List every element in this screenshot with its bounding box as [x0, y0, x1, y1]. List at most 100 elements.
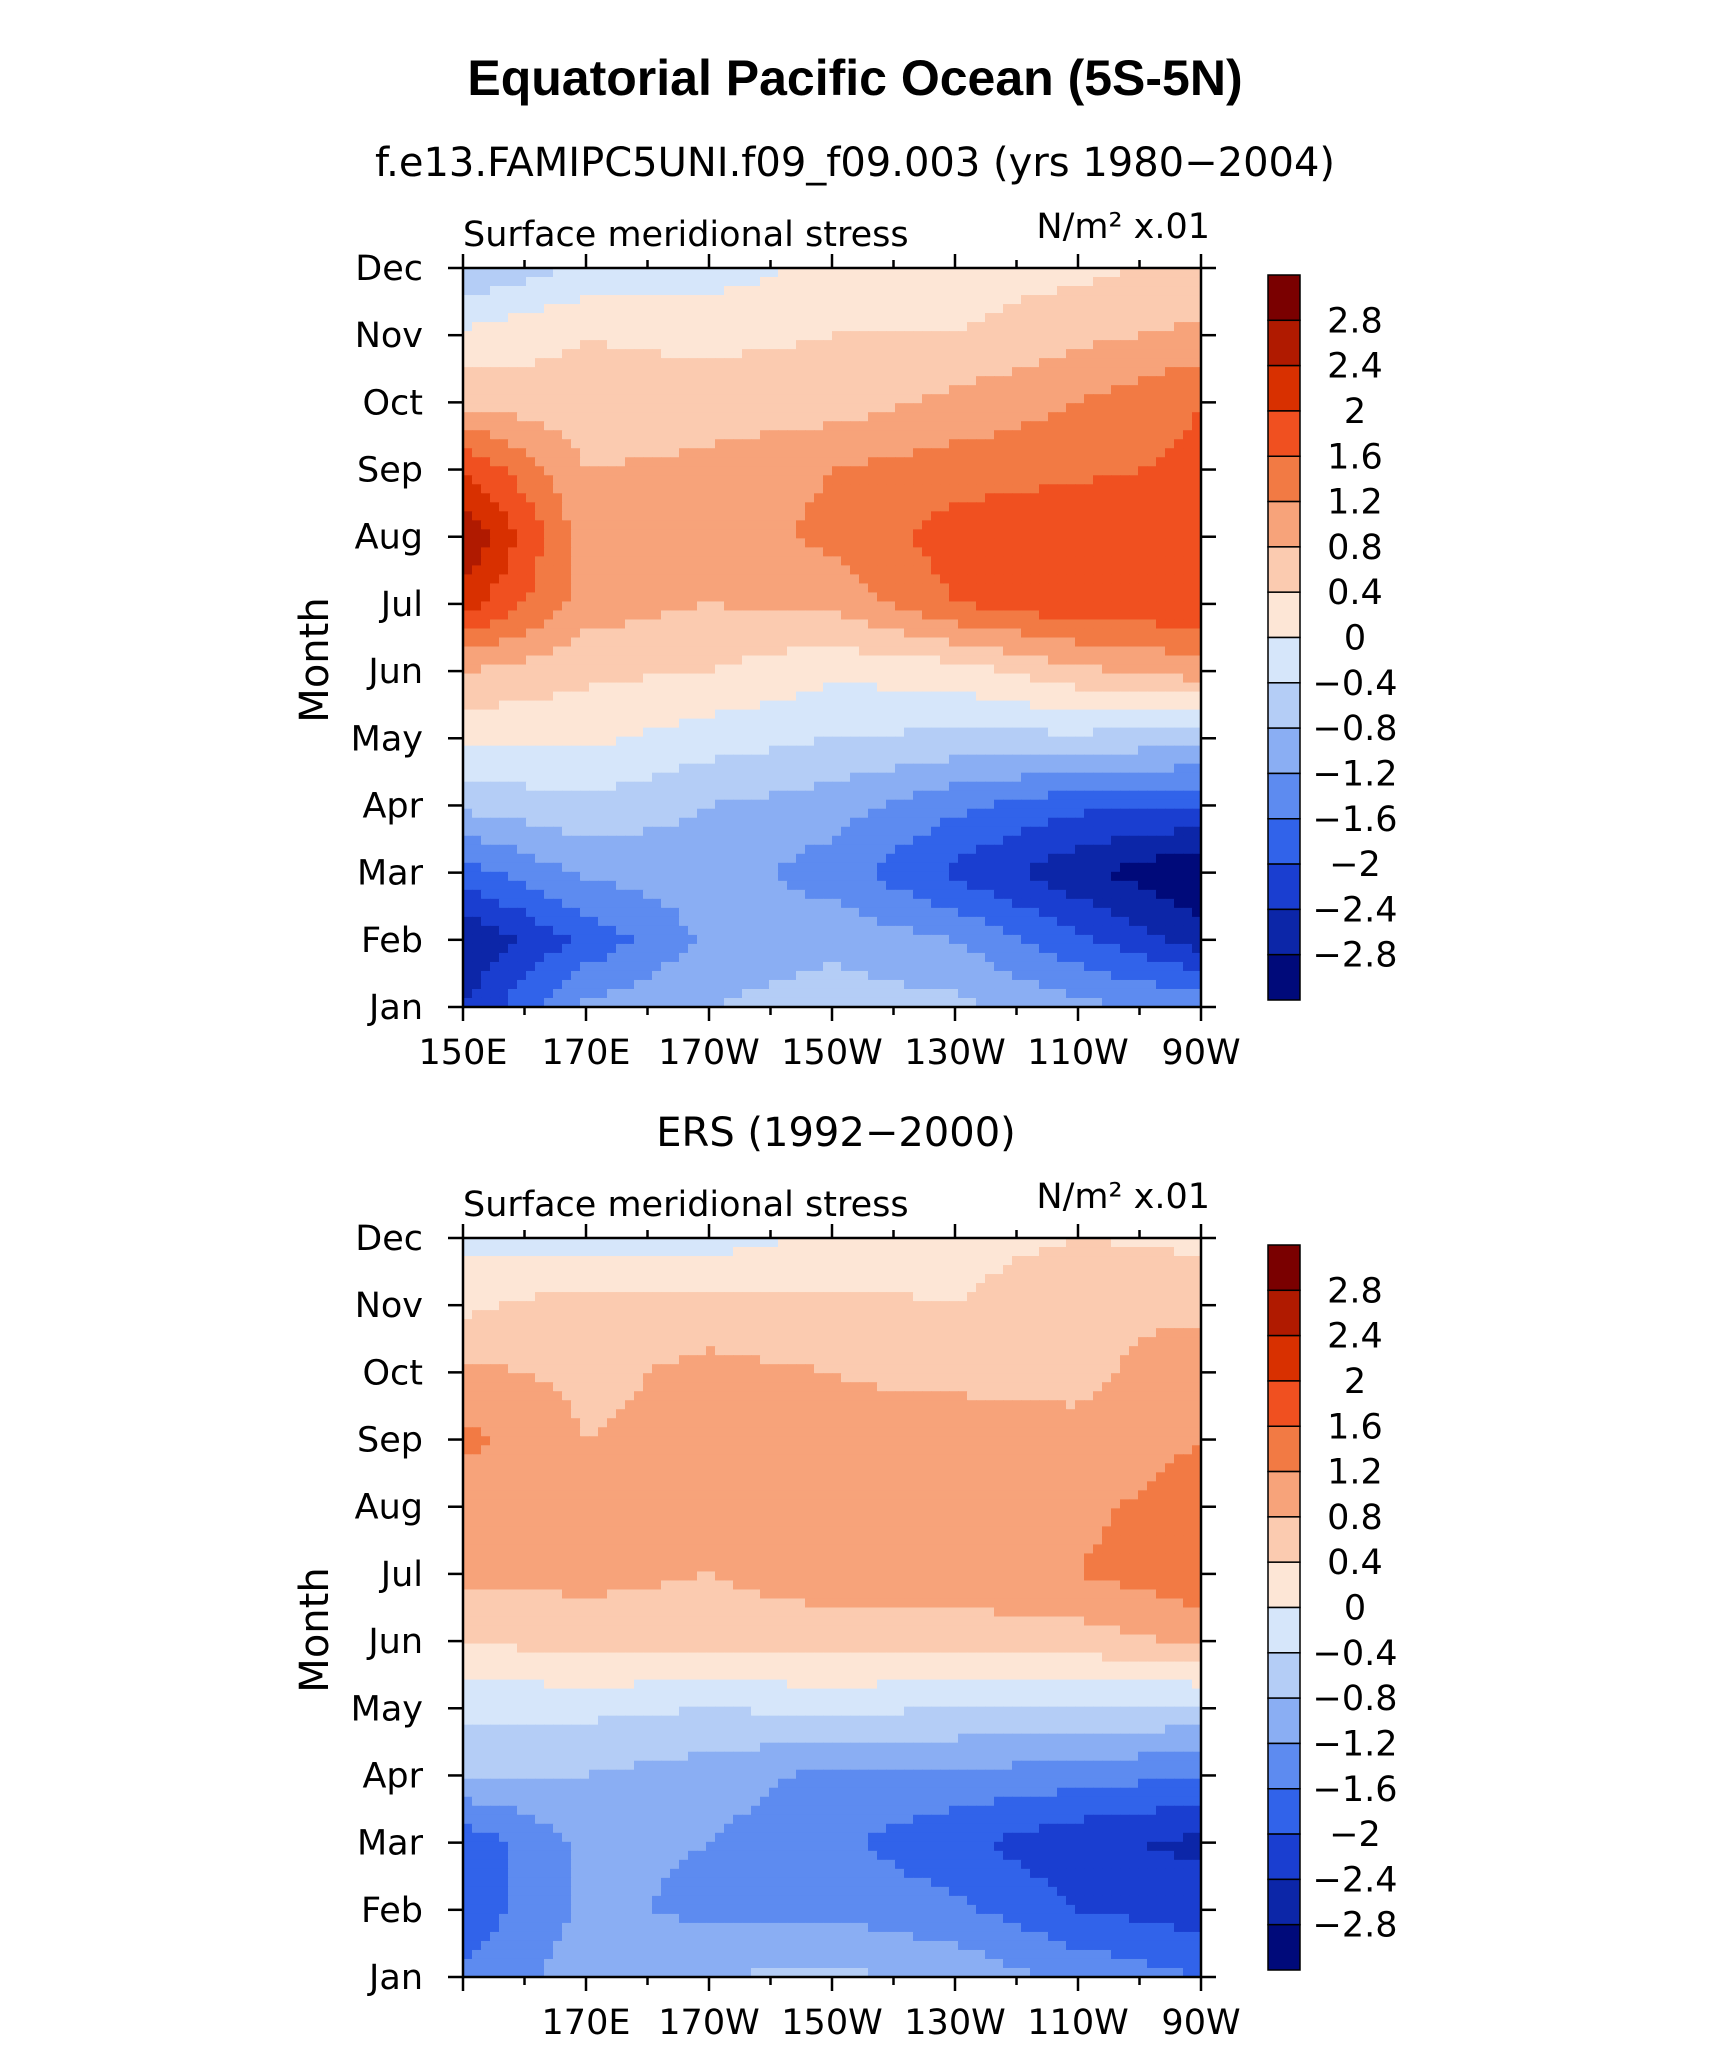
heatmap-cell: [1147, 583, 1157, 594]
heatmap-cell: [625, 376, 635, 386]
heatmap-cell: [895, 367, 905, 377]
heatmap-cell: [751, 394, 761, 404]
heatmap-cell: [949, 358, 959, 368]
heatmap-cell: [607, 799, 617, 810]
heatmap-cell: [706, 313, 716, 323]
heatmap-cell: [499, 466, 509, 476]
heatmap-cell: [1156, 529, 1166, 539]
heatmap-cell: [661, 529, 671, 539]
heatmap-cell: [562, 727, 572, 738]
heatmap-cell: [760, 673, 770, 684]
heatmap-cell: [1138, 394, 1148, 404]
heatmap-cell: [778, 637, 788, 648]
heatmap-cell: [724, 718, 734, 729]
heatmap-cell: [940, 349, 950, 359]
heatmap-cell: [1120, 313, 1130, 323]
heatmap-cell: [1021, 304, 1031, 314]
heatmap-cell: [1003, 277, 1013, 287]
heatmap-cell: [1192, 565, 1202, 576]
heatmap-cell: [517, 790, 527, 801]
heatmap-cell: [796, 295, 806, 305]
heatmap-cell: [589, 484, 599, 494]
heatmap-cell: [580, 385, 590, 395]
heatmap-cell: [1192, 610, 1202, 621]
heatmap-cell: [661, 790, 671, 801]
heatmap-cell: [517, 610, 527, 621]
heatmap-cell: [949, 286, 959, 296]
heatmap-cell: [886, 682, 896, 693]
heatmap-cell: [742, 574, 752, 585]
heatmap-cell: [562, 331, 572, 341]
heatmap-cell: [634, 502, 644, 512]
heatmap-cell: [463, 394, 473, 404]
heatmap-cell: [841, 619, 851, 630]
heatmap-cell: [859, 304, 869, 314]
heatmap-cell: [508, 565, 518, 576]
heatmap-cell: [859, 439, 869, 449]
heatmap-cell: [607, 448, 617, 458]
heatmap-cell: [544, 565, 554, 576]
heatmap-cell: [733, 574, 743, 585]
heatmap-cell: [904, 394, 914, 404]
heatmap-cell: [913, 394, 923, 404]
heatmap-cell: [877, 331, 887, 341]
heatmap-cell: [742, 763, 752, 774]
heatmap-cell: [661, 502, 671, 512]
heatmap-cell: [679, 772, 689, 783]
heatmap-cell: [508, 754, 518, 765]
heatmap-cell: [508, 619, 518, 630]
heatmap-cell: [976, 367, 986, 377]
heatmap-cell: [1030, 529, 1040, 539]
heatmap-cell: [967, 385, 977, 395]
heatmap-cell: [859, 790, 869, 801]
heatmap-cell: [562, 610, 572, 621]
heatmap-cell: [1147, 700, 1157, 711]
heatmap-cell: [859, 376, 869, 386]
heatmap-cell: [472, 529, 482, 539]
heatmap-cell: [868, 637, 878, 648]
heatmap-cell: [571, 493, 581, 503]
heatmap-cell: [607, 349, 617, 359]
heatmap-cell: [958, 601, 968, 612]
heatmap-cell: [643, 448, 653, 458]
heatmap-cell: [742, 808, 752, 819]
heatmap-cell: [616, 304, 626, 314]
heatmap-cell: [877, 376, 887, 386]
heatmap-cell: [1084, 295, 1094, 305]
heatmap-cell: [733, 610, 743, 621]
heatmap-cell: [580, 646, 590, 657]
heatmap-cell: [859, 484, 869, 494]
heatmap-cell: [643, 718, 653, 729]
heatmap-cell: [508, 358, 518, 368]
heatmap-cell: [724, 430, 734, 440]
heatmap-cell: [895, 511, 905, 521]
heatmap-cell: [994, 349, 1004, 359]
heatmap-cell: [571, 520, 581, 530]
heatmap-cell: [1003, 529, 1013, 539]
heatmap-cell: [706, 448, 716, 458]
heatmap-cell: [481, 475, 491, 485]
heatmap-cell: [544, 619, 554, 630]
heatmap-cell: [463, 538, 473, 548]
heatmap-cell: [886, 763, 896, 774]
heatmap-cell: [598, 394, 608, 404]
heatmap-cell: [544, 610, 554, 621]
heatmap-cell: [1066, 376, 1076, 386]
heatmap-cell: [823, 592, 833, 603]
heatmap-cell: [580, 700, 590, 711]
heatmap-cell: [517, 646, 527, 657]
heatmap-cell: [544, 502, 554, 512]
heatmap-cell: [607, 718, 617, 729]
heatmap-cell: [688, 565, 698, 576]
heatmap-cell: [1147, 493, 1157, 503]
heatmap-cell: [958, 313, 968, 323]
heatmap-cell: [1111, 592, 1121, 603]
heatmap-cell: [607, 691, 617, 702]
heatmap-cell: [1102, 385, 1112, 395]
heatmap-cell: [985, 385, 995, 395]
heatmap-cell: [796, 430, 806, 440]
heatmap-cell: [589, 628, 599, 639]
heatmap-cell: [1120, 394, 1130, 404]
heatmap-cell: [598, 583, 608, 594]
heatmap-cell: [607, 565, 617, 576]
